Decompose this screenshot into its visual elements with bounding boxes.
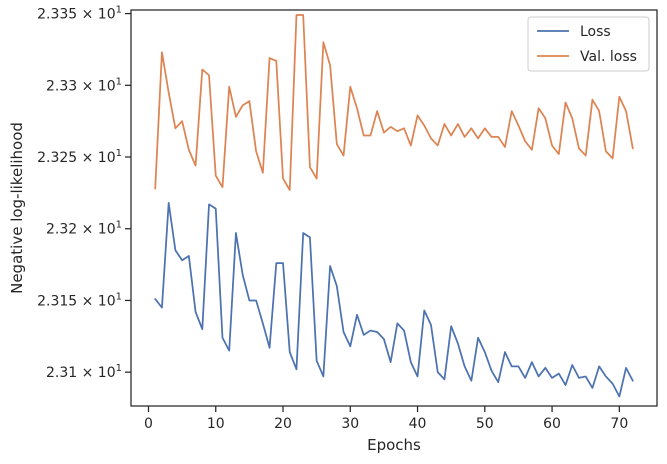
series-layer <box>154 14 634 398</box>
x-tick-label: 40 <box>409 416 427 432</box>
x-tick-label: 50 <box>476 416 494 432</box>
x-tick-label: 30 <box>341 416 359 432</box>
x-tick-label: 0 <box>144 416 153 432</box>
x-axis-ticks: 0 10 20 30 40 50 60 70 <box>144 406 628 432</box>
y-tick-label: 2.31 × 101 <box>46 363 122 381</box>
legend-loss-label: Loss <box>580 24 611 40</box>
plot-frame <box>130 9 658 407</box>
x-axis-label: Epochs <box>367 436 421 454</box>
y-axis-label: Negative log-likelihood <box>8 122 26 294</box>
y-tick-label: 2.335 × 101 <box>37 5 122 23</box>
y-tick-label: 2.32 × 101 <box>46 220 122 238</box>
x-tick-label: 10 <box>207 416 225 432</box>
y-tick-label: 2.325 × 101 <box>37 148 122 166</box>
y-tick-label: 2.33 × 101 <box>46 76 122 94</box>
y-axis-ticks: 2.31 × 101 2.315 × 101 2.32 × 101 2.325 × 1… <box>37 5 131 381</box>
legend: Loss Val. loss <box>527 16 650 72</box>
series-line-val-loss <box>154 14 634 191</box>
series-line-loss <box>154 202 634 398</box>
x-tick-label: 60 <box>543 416 561 432</box>
x-tick-label: 70 <box>610 416 628 432</box>
x-tick-label: 20 <box>274 416 292 432</box>
y-tick-label: 2.315 × 101 <box>37 291 122 309</box>
legend-val-loss-label: Val. loss <box>580 49 637 65</box>
